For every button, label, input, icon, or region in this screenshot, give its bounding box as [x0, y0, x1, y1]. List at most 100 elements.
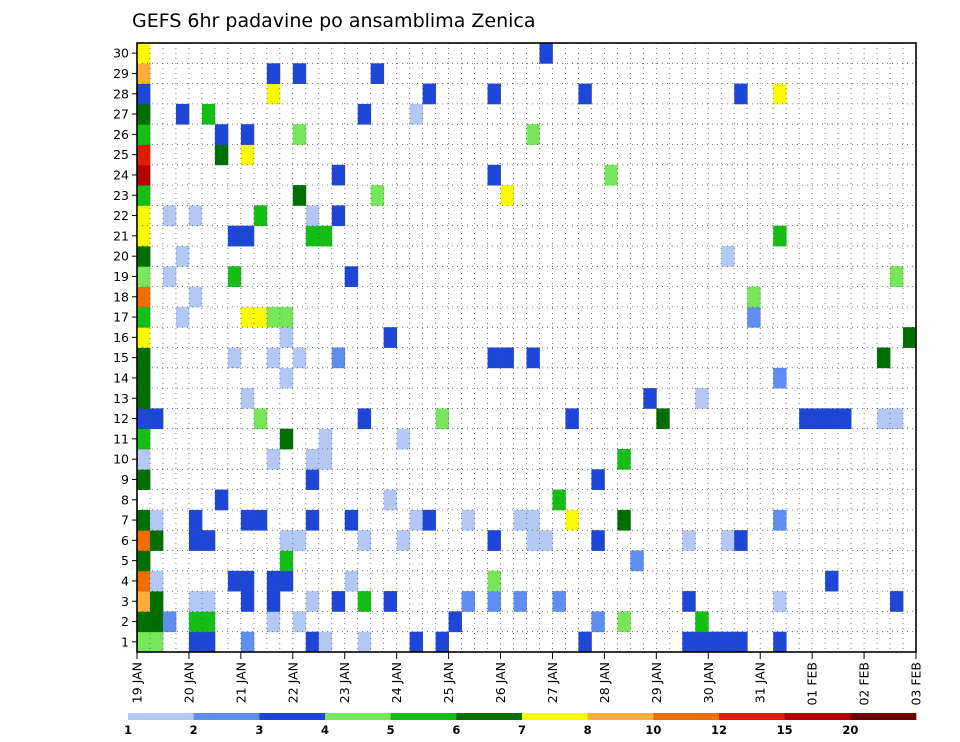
x-tick-label: 03 FEB [909, 662, 924, 706]
heatmap-cell [137, 63, 151, 84]
y-tick-label: 21 [113, 228, 129, 243]
heatmap-cell [773, 225, 787, 247]
heatmap-cell [773, 83, 787, 105]
y-tick-label: 15 [113, 350, 129, 365]
heatmap-cell [137, 124, 151, 145]
x-axis: 19 JAN 20 JAN 21 JAN 22 JAN 23 JAN 24 JAN 25 J… [130, 652, 924, 706]
heatmap-cell [137, 144, 151, 166]
heatmap-cell [331, 164, 346, 186]
y-tick-label: 3 [121, 594, 129, 609]
heatmap-cell [357, 631, 372, 653]
heatmap-cell [409, 631, 424, 653]
heatmap-cell [266, 83, 281, 105]
heatmap-cell [578, 631, 592, 653]
heatmap-cell [227, 570, 242, 592]
y-tick-label: 30 [113, 46, 129, 61]
y-tick-label: 25 [113, 147, 129, 162]
colorbar-swatch [193, 713, 260, 720]
y-tick-label: 12 [113, 411, 129, 426]
heatmap-cell [825, 408, 839, 430]
plot-frame [136, 42, 917, 653]
heatmap-cell [240, 144, 255, 166]
heatmap-cell [487, 591, 501, 612]
y-tick-label: 28 [113, 86, 129, 101]
heatmap-cell [383, 489, 398, 511]
colorbar-label: 20 [842, 723, 858, 737]
colorbar-swatch [325, 713, 391, 720]
heatmap-cell [162, 266, 177, 287]
colorbar-swatch [784, 713, 851, 720]
colorbar-swatch [653, 713, 720, 720]
colorbar-swatch [128, 713, 194, 720]
heatmap-cell [513, 509, 527, 531]
y-tick-label: 1 [121, 634, 129, 649]
heatmap-cell [292, 63, 307, 84]
heatmap-cell [149, 591, 164, 612]
heatmap-cell [137, 205, 151, 227]
heatmap-cell [578, 83, 592, 105]
heatmap-cell [773, 509, 787, 531]
heatmap-cell [292, 185, 307, 206]
heatmap-cell [188, 611, 203, 633]
heatmap-cell [253, 306, 268, 328]
heatmap-cell [137, 550, 151, 572]
heatmap-cell [890, 266, 904, 287]
heatmap-cell [682, 591, 696, 612]
heatmap-cell [773, 367, 787, 389]
heatmap-cell [292, 347, 307, 369]
y-tick-label: 13 [113, 391, 129, 406]
heatmap-cell [137, 306, 151, 328]
heatmap-cell [682, 631, 696, 653]
heatmap-cell [292, 124, 307, 145]
heatmap-cell [137, 408, 151, 430]
x-tick-label: 19 JAN [130, 662, 145, 703]
heatmap-cell [383, 327, 398, 348]
heatmap-cell [266, 611, 281, 633]
heatmap-cells [137, 43, 917, 653]
heatmap-cell [435, 631, 449, 653]
heatmap-cell [227, 266, 242, 287]
heatmap-cell [188, 286, 203, 308]
colorbar-label: 15 [777, 723, 793, 737]
heatmap-cell [149, 570, 164, 592]
heatmap-cell [137, 327, 151, 348]
heatmap-cell [279, 570, 294, 592]
heatmap-cell [279, 306, 294, 328]
heatmap-cell [721, 246, 735, 267]
heatmap-cell [253, 509, 268, 531]
y-tick-label: 2 [121, 614, 129, 629]
heatmap-cell [149, 611, 164, 633]
heatmap-cell [188, 591, 203, 612]
heatmap-cell [137, 631, 151, 653]
heatmap-cell [539, 530, 553, 551]
heatmap-cell [137, 388, 151, 409]
y-tick-label: 19 [113, 269, 129, 284]
heatmap-cell [188, 631, 203, 653]
heatmap-cell [149, 530, 164, 551]
y-tick-label: 17 [113, 310, 129, 325]
heatmap-cell [890, 591, 904, 612]
x-tick-label: 21 JAN [233, 662, 248, 703]
heatmap-cell [266, 347, 281, 369]
heatmap-cell [591, 530, 605, 551]
heatmap-cell [214, 144, 229, 166]
heatmap-cell [175, 246, 190, 267]
heatmap-cell [734, 631, 748, 653]
colorbar-label: 4 [321, 723, 329, 737]
x-tick-label: 02 FEB [857, 662, 872, 706]
heatmap-cell [695, 631, 709, 653]
heatmap-cell [344, 570, 359, 592]
heatmap-cell [240, 570, 255, 592]
y-tick-label: 20 [113, 249, 129, 264]
heatmap-cell [253, 205, 268, 227]
heatmap-cell [708, 631, 722, 653]
y-tick-label: 7 [121, 513, 129, 528]
heatmap-cell [305, 205, 320, 227]
colorbar-label: 12 [711, 723, 727, 737]
heatmap-cell [305, 591, 320, 612]
heatmap-cell [357, 530, 372, 551]
heatmap-cell [682, 530, 696, 551]
x-tick-label: 25 JAN [441, 662, 456, 703]
heatmap-cell [188, 530, 203, 551]
heatmap-cell [422, 83, 437, 105]
